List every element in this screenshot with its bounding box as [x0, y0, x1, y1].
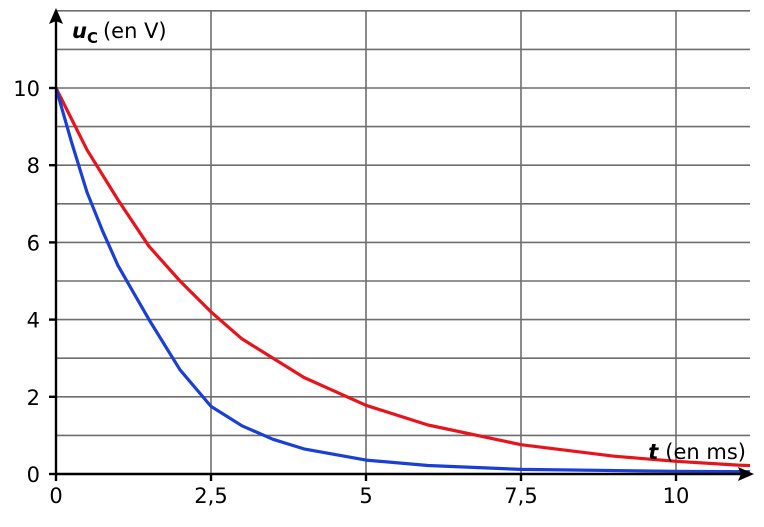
x-axis-unit: (en ms): [665, 440, 746, 464]
x-tick-label: 0: [49, 484, 62, 508]
y-tick-label: 8: [27, 154, 40, 178]
y-axis-subscript: C: [87, 29, 98, 47]
x-axis-symbol: t: [648, 440, 659, 464]
x-axis-arrow-icon: [738, 467, 754, 481]
x-tick-label: 7,5: [504, 484, 537, 508]
y-tick-label: 2: [27, 386, 40, 410]
y-axis-label: uC (en V): [72, 19, 167, 47]
grid: [56, 10, 750, 474]
y-tick-label: 4: [27, 309, 40, 333]
x-tick-label: 5: [359, 484, 372, 508]
y-tick-label: 0: [27, 463, 40, 487]
y-axis-symbol: u: [72, 19, 87, 43]
y-tick-label: 10: [13, 77, 40, 101]
x-tick-label: 10: [663, 484, 690, 508]
y-axis-unit: (en V): [103, 19, 167, 43]
tick-labels: 02,557,51012,51517,5200246810: [13, 77, 690, 508]
series-layer: [56, 86, 750, 474]
y-axis-arrow-icon: [49, 8, 63, 24]
series-line-1: [56, 86, 750, 468]
series-line-2: [56, 86, 750, 474]
axes: [49, 8, 754, 481]
x-tick-label: 2,5: [194, 484, 227, 508]
x-axis-label: t (en ms): [648, 440, 746, 464]
y-tick-label: 6: [27, 231, 40, 255]
